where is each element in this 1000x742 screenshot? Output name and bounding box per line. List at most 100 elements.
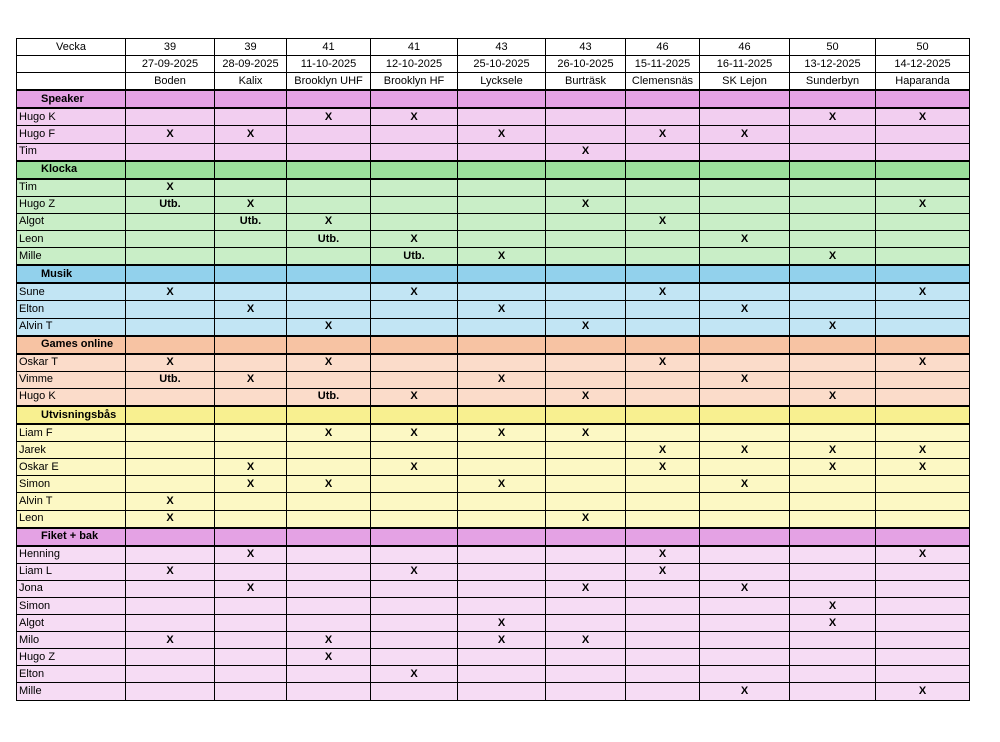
assignment-cell	[125, 212, 215, 232]
section-cell	[370, 404, 458, 426]
week-cell: 46	[625, 37, 700, 57]
assignment-cell	[457, 230, 546, 249]
assignment-cell	[699, 631, 790, 650]
assignment-cell	[370, 178, 458, 197]
assignment-cell: X	[125, 353, 215, 372]
person-name: Hugo Z	[16, 195, 126, 214]
assignment-cell	[875, 387, 970, 407]
assignment-cell	[370, 545, 458, 564]
person-row: Simon X X X X	[16, 475, 970, 494]
person-name: Liam L	[16, 562, 126, 581]
assignment-cell	[286, 178, 371, 197]
assignment-cell: X	[699, 579, 790, 599]
person-row: Hugo Z Utb. X X X	[16, 195, 970, 214]
schedule-body: Vecka 39 39 41 41 43 43 46 46 50 50 27-0…	[16, 37, 970, 701]
assignment-cell	[125, 107, 215, 127]
assignment-cell	[625, 230, 700, 249]
assignment-cell	[789, 648, 876, 667]
assignment-cell	[457, 545, 546, 564]
section-cell	[699, 159, 790, 180]
assignment-cell: X	[789, 107, 876, 127]
date-cell: 16-11-2025	[699, 55, 790, 74]
assignment-cell	[545, 370, 626, 389]
assignment-cell	[789, 125, 876, 144]
assignment-cell: X	[214, 579, 287, 599]
assignment-cell	[457, 387, 546, 407]
person-name: Liam F	[16, 423, 126, 443]
assignment-cell	[286, 665, 371, 684]
week-cell: 50	[789, 37, 876, 57]
assignment-cell	[125, 317, 215, 337]
assignment-cell	[286, 370, 371, 389]
date-cell: 11-10-2025	[286, 55, 371, 74]
assignment-cell	[214, 387, 287, 407]
assignment-cell	[875, 178, 970, 197]
assignment-cell	[625, 142, 700, 162]
date-cell: 27-09-2025	[125, 55, 215, 74]
assignment-cell	[370, 596, 458, 616]
assignment-cell: X	[699, 682, 790, 701]
person-name: Elton	[16, 665, 126, 684]
date-cell: 14-12-2025	[875, 55, 970, 74]
assignment-cell	[125, 596, 215, 616]
section-cell	[286, 404, 371, 426]
assignment-cell	[214, 441, 287, 460]
assignment-cell	[370, 631, 458, 650]
section-cell	[699, 264, 790, 285]
assignment-cell: X	[370, 562, 458, 581]
assignment-cell: X	[875, 107, 970, 127]
assignment-cell	[125, 475, 215, 494]
assignment-cell	[457, 648, 546, 667]
date-cell: 28-09-2025	[214, 55, 287, 74]
assignment-cell: X	[286, 475, 371, 494]
section-cell	[214, 404, 287, 426]
assignment-cell	[545, 614, 626, 633]
person-row: Algot X X	[16, 614, 970, 633]
section-cell	[125, 334, 215, 355]
assignment-cell	[370, 125, 458, 144]
assignment-cell	[370, 579, 458, 599]
place-cell: SK Lejon	[699, 72, 790, 91]
section-row-fiket-bak: Fiket + bak	[16, 526, 970, 547]
assignment-cell	[545, 125, 626, 144]
assignment-cell	[370, 142, 458, 162]
assignment-cell: X	[370, 230, 458, 249]
assignment-cell	[370, 475, 458, 494]
header-row-weeks: Vecka 39 39 41 41 43 43 46 46 50 50	[16, 37, 970, 57]
assignment-cell	[125, 648, 215, 667]
assignment-cell	[286, 509, 371, 529]
assignment-cell	[625, 195, 700, 214]
person-name: Algot	[16, 614, 126, 633]
section-title: Fiket + bak	[16, 526, 126, 547]
assignment-cell	[370, 353, 458, 372]
section-title: Utvisningsbås	[16, 404, 126, 426]
section-title: Speaker	[16, 89, 126, 110]
person-name: Hugo Z	[16, 648, 126, 667]
assignment-cell	[789, 475, 876, 494]
person-row: Alvin T X X X	[16, 317, 970, 337]
assignment-cell: X	[875, 353, 970, 372]
assignment-cell	[457, 317, 546, 337]
section-cell	[545, 89, 626, 110]
section-cell	[214, 89, 287, 110]
assignment-cell	[214, 247, 287, 266]
assignment-cell	[699, 142, 790, 162]
section-cell	[699, 334, 790, 355]
section-cell	[457, 404, 546, 426]
assignment-cell	[286, 682, 371, 701]
person-name: Simon	[16, 596, 126, 616]
section-cell	[286, 334, 371, 355]
assignment-cell	[457, 282, 546, 302]
place-cell: Clemensnäs	[625, 72, 700, 91]
assignment-cell: X	[625, 441, 700, 460]
assignment-cell	[457, 665, 546, 684]
assignment-cell	[370, 212, 458, 232]
assignment-cell	[286, 458, 371, 477]
assignment-cell: X	[545, 317, 626, 337]
person-name: Elton	[16, 300, 126, 319]
assignment-cell	[625, 579, 700, 599]
assignment-cell	[214, 665, 287, 684]
assignment-cell: X	[370, 387, 458, 407]
assignment-cell: X	[214, 475, 287, 494]
